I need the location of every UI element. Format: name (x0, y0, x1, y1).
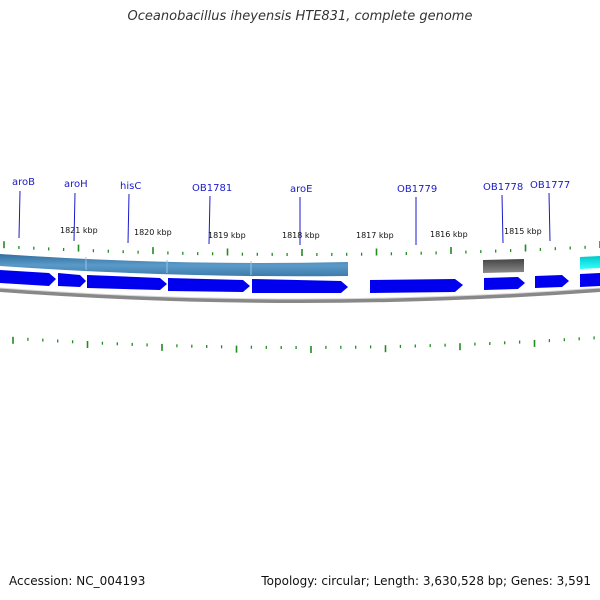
callout-line (208, 195, 211, 245)
accession-text: Accession: NC_004193 (9, 574, 146, 588)
cds-arrow-aroe (252, 279, 348, 293)
cds-arrow-track (0, 270, 600, 293)
cds-arrow-ob1778 (484, 277, 525, 290)
gene-label-ob1781: OB1781 (192, 183, 232, 194)
cds-arrow-ob1777 (535, 275, 569, 288)
callout-line (18, 190, 21, 239)
gene-band-gray (483, 259, 524, 273)
backbone-arc-highlight (0, 287, 600, 300)
inner-tick-ring (12, 336, 595, 353)
callout-line (127, 193, 130, 244)
genome-summary-text: Topology: circular; Length: 3,630,528 bp… (261, 574, 591, 588)
cds-arrow-aroh (58, 273, 86, 287)
gene-label-aroe: aroE (290, 184, 312, 195)
cds-arrow-edge (580, 273, 600, 287)
gene-label-ob1779: OB1779 (397, 184, 437, 195)
callout-line (548, 192, 551, 242)
gene-band-track (0, 254, 600, 277)
cds-arrow-hisc (87, 275, 167, 290)
callout-line (501, 194, 504, 244)
gene-label-hisc: hisC (120, 181, 141, 192)
scale-label-1820: 1820 kbp (134, 228, 172, 237)
scale-label-1819: 1819 kbp (208, 231, 246, 240)
scale-label-1817: 1817 kbp (356, 231, 394, 240)
map-title: Oceanobacillus iheyensis HTE831, complet… (127, 9, 473, 24)
cds-arrow-ob1781 (168, 278, 250, 292)
scale-label-1818: 1818 kbp (282, 231, 320, 240)
gene-band-cyan (580, 256, 600, 269)
gene-label-aroh: aroH (64, 179, 88, 190)
cds-arrow-arob (0, 270, 56, 286)
scale-labels: 1821 kbp 1820 kbp 1819 kbp 1818 kbp 1817… (60, 226, 542, 240)
gene-callouts: aroB aroH hisC OB1781 aroE OB1779 OB1778… (12, 177, 570, 245)
gene-band-blue (0, 254, 348, 277)
gene-label-arob: aroB (12, 177, 35, 188)
scale-label-1815: 1815 kbp (504, 227, 542, 236)
backbone-arc (0, 288, 600, 303)
callout-line (73, 192, 76, 242)
scale-label-1816: 1816 kbp (430, 230, 468, 239)
outer-tick-ring (3, 241, 600, 256)
scale-label-1821: 1821 kbp (60, 226, 98, 235)
gene-label-ob1778: OB1778 (483, 182, 523, 193)
cds-arrow-ob1779 (370, 279, 463, 293)
gene-label-ob1777: OB1777 (530, 180, 570, 191)
